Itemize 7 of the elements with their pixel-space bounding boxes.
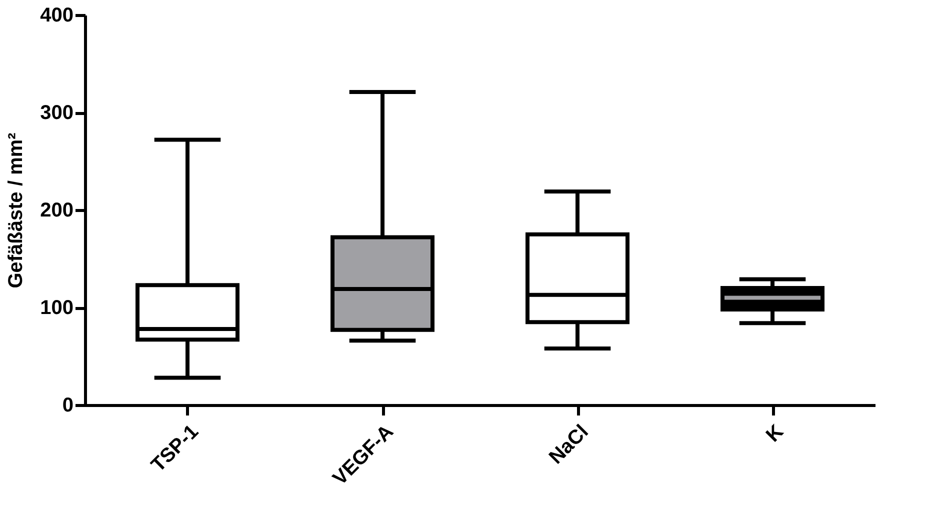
y-tick-label: 100: [40, 297, 74, 319]
x-tick-label: K: [762, 420, 788, 447]
y-axis-title: Gefäßäste / mm²: [5, 132, 28, 288]
y-tick-label: 300: [40, 102, 74, 124]
y-tick-label: 0: [62, 394, 74, 416]
y-tick-label: 400: [40, 4, 74, 26]
y-tick-label: 200: [40, 200, 74, 222]
